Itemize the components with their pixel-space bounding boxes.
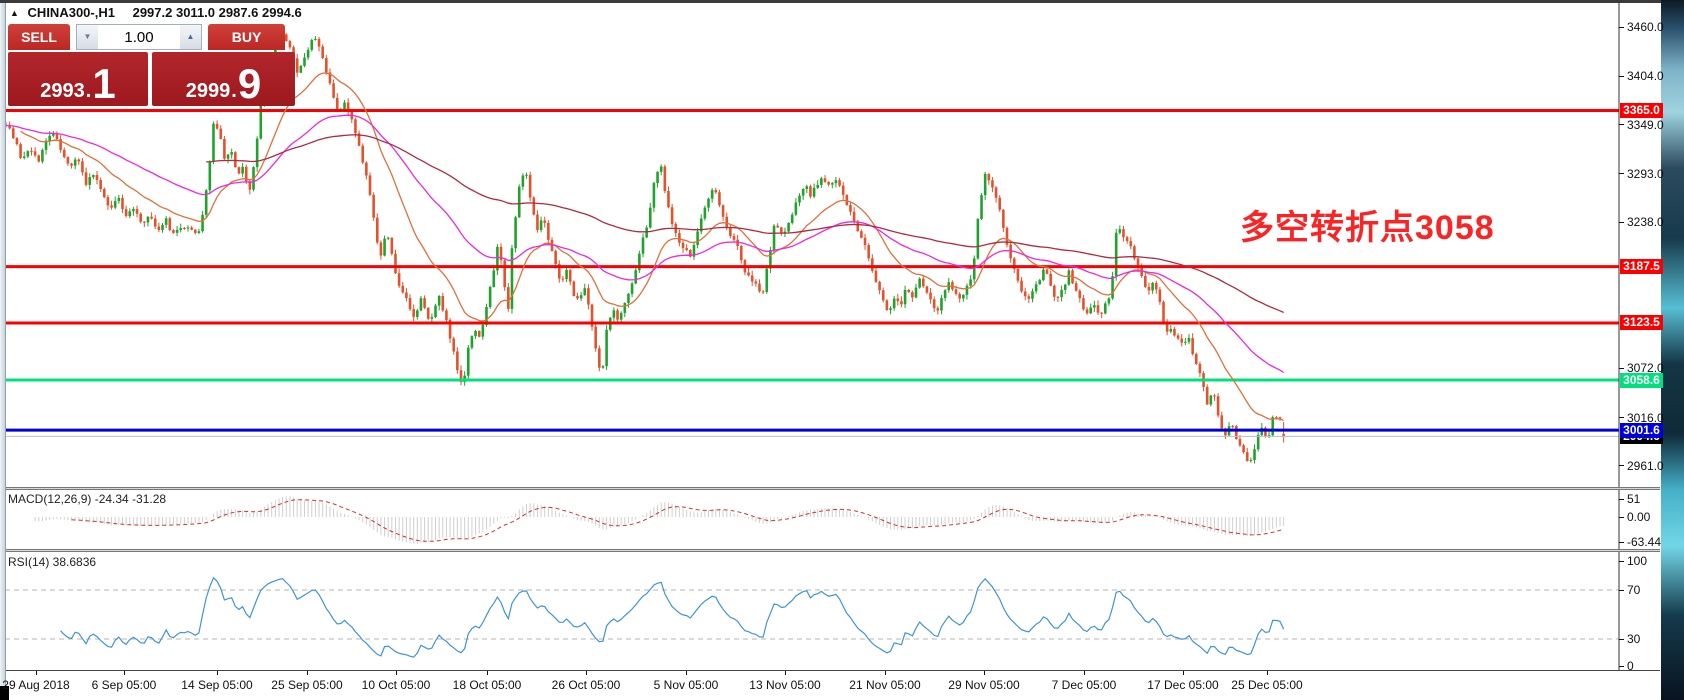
volume-decrease-button[interactable]: ▼ [76,24,98,50]
time-tick-mark [1183,671,1184,675]
sell-price-dot: . [85,80,92,102]
window-bottom-left-corner [0,686,9,700]
price-level-tag: 3365.0 [1620,103,1663,119]
price-tick-label: 3238.0 [1627,215,1664,230]
time-tick-mark [217,671,218,675]
price-tick-label: 3293.0 [1627,166,1664,181]
time-label: 14 Sep 05:00 [181,678,253,692]
price-level-tag: 3187.5 [1620,259,1663,275]
buy-price-big-digit: 9 [237,60,262,108]
price-tick-mark [1619,75,1624,77]
time-label: 26 Oct 05:00 [551,678,621,692]
time-label: 25 Sep 05:00 [271,678,343,692]
buy-price-display[interactable]: 2999 . 9 [152,52,295,106]
time-label: 10 Oct 05:00 [361,678,431,692]
indicator-tick-mark [1619,541,1624,543]
price-tick-mark [1619,221,1624,223]
price-tick-mark [1619,173,1624,175]
time-tick-mark [1084,671,1085,675]
rsi-indicator-label: RSI(14) 38.6836 [8,555,97,569]
time-label: 6 Sep 05:00 [91,678,157,692]
indicator-tick-mark [1619,516,1624,518]
indicator-axis-label: 100 [1627,554,1648,568]
price-tick-mark [1619,417,1624,418]
one-click-trading-panel: SELL ▼ ▲ BUY 2993 . 1 2999 . 9 [8,24,296,106]
chart-title: ▲ CHINA300-,H1 2997.2 3011.0 2987.6 2994… [10,5,302,20]
buy-button[interactable]: BUY [208,24,285,50]
price-tick-mark [1619,465,1624,467]
time-label: 18 Oct 05:00 [452,678,522,692]
window-top-border [0,0,1684,3]
volume-stepper: ▼ ▲ [76,24,202,50]
time-tick-mark [984,671,985,675]
price-tick-label: 2961.0 [1627,458,1664,473]
time-label: 13 Nov 05:00 [749,678,821,692]
time-label: 17 Dec 05:00 [1147,678,1219,692]
time-tick-mark [124,671,125,675]
indicator-axis-label: 0.00 [1627,510,1651,524]
price-level-tag: 3123.5 [1620,315,1663,331]
indicator-axis-label: -63.44 [1627,535,1662,549]
indicator-axis-label: 0 [1627,659,1634,673]
ohlc-values: 2997.2 3011.0 2987.6 2994.6 [132,5,302,20]
time-tick-mark [487,671,488,675]
indicator-tick-mark [1619,665,1624,667]
macd-indicator-label: MACD(12,26,9) -24.34 -31.28 [8,492,167,506]
price-tick-label: 3460.0 [1627,20,1664,34]
price-tick-mark [1619,124,1624,126]
time-tick-mark [1267,671,1268,675]
sell-price-big-digit: 1 [92,60,116,108]
indicator-axis-label: 70 [1627,583,1641,597]
buy-price-main: 2999 [185,80,231,102]
time-label: 5 Nov 05:00 [653,678,719,692]
symbol-timeframe-label: CHINA300-,H1 [27,5,115,20]
time-tick-mark [586,671,587,675]
price-axis[interactable]: 3460.0 3404.0 3349.0 3293.0 3238.0 3072.0 3016… [1619,0,1664,673]
time-label: 21 Nov 05:00 [849,678,921,692]
window-right-edge [1661,0,1684,700]
volume-input[interactable] [98,24,180,50]
collapse-arrow-icon[interactable]: ▲ [10,8,19,18]
price-tick-mark [1619,367,1624,369]
price-level-tag: 3001.6 [1620,422,1663,438]
time-axis[interactable]: 29 Aug 2018 6 Sep 05:00 14 Sep 05:00 25 Sep… [0,671,1660,700]
indicator-tick-mark [1619,638,1624,640]
time-tick-mark [36,671,37,675]
time-tick-mark [396,671,397,675]
indicator-tick-mark [1619,498,1624,500]
time-label: 7 Dec 05:00 [1051,678,1117,692]
price-tick-label: 3404.0 [1627,69,1664,84]
price-level-tag: 3058.6 [1620,372,1663,388]
sell-price-main: 2993 [40,80,85,102]
chart-text-annotation: 多空转折点3058 [1240,209,1495,247]
price-tick-label: 3349.0 [1627,117,1664,132]
time-tick-mark [785,671,786,675]
indicator-tick-mark [1619,560,1624,562]
price-tick-mark [1619,26,1624,28]
buy-price-dot: . [231,80,237,102]
time-tick-mark [885,671,886,675]
time-label: 29 Aug 2018 [2,678,70,692]
price-tick-label: 3072.0 [1627,361,1664,376]
time-tick-mark [686,671,687,675]
time-label: 25 Dec 05:00 [1231,678,1303,692]
indicator-tick-mark [1619,589,1624,591]
price-tick-label: 3016.0 [1627,410,1664,425]
time-tick-mark [307,671,308,675]
window-left-border [0,3,6,700]
time-label: 29 Nov 05:00 [948,678,1020,692]
indicator-axis-label: 51 [1627,492,1641,506]
sell-price-display[interactable]: 2993 . 1 [8,52,148,106]
volume-increase-button[interactable]: ▲ [180,24,202,50]
sell-button[interactable]: SELL [8,24,70,50]
indicator-axis-label: 30 [1627,632,1641,646]
